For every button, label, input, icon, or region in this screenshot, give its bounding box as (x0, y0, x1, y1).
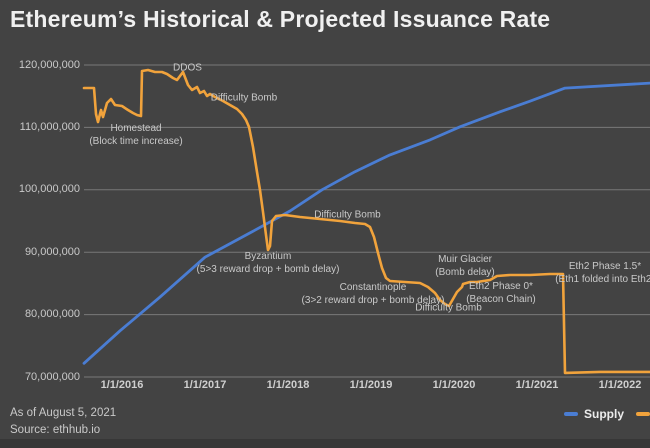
legend-swatch (636, 412, 650, 416)
x-tick-label: 1/1/2016 (100, 379, 144, 391)
event-annotation: DDOS (173, 62, 202, 74)
x-tick-label: 1/1/2017 (183, 379, 227, 391)
issuance-line (82, 68, 650, 375)
y-tick-label: 90,000,000 (24, 245, 80, 258)
x-tick-label: 1/1/2021 (515, 379, 559, 391)
bottom-edge-strip (0, 439, 650, 448)
y-tick-label: 120,000,000 (18, 58, 80, 71)
event-annotation: Eth2 Phase 1.5* (Eth1 folded into Eth2) (555, 260, 650, 285)
x-tick-label: 1/1/2018 (266, 379, 310, 391)
x-tick-label: 1/1/2022 (598, 379, 642, 391)
x-tick-label: 1/1/2019 (349, 379, 393, 391)
as-of-date: As of August 5, 2021 (10, 407, 117, 419)
chart-legend: Supply (563, 406, 650, 422)
event-annotation: Difficulty Bomb (415, 302, 482, 314)
event-annotation: Eth2 Phase 0* (Beacon Chain) (466, 281, 536, 306)
event-annotation: Homestead (Block time increase) (89, 123, 183, 147)
legend-swatch (563, 412, 578, 416)
source-credit: Source: ethhub.io (10, 423, 101, 436)
y-tick-label: 80,000,000 (24, 308, 80, 321)
y-tick-label: 70,000,000 (24, 370, 80, 383)
legend-entry (636, 412, 650, 416)
chart-footnote: As of August 5, 2021 Source: ethhub.io (10, 405, 116, 438)
supply-line (82, 81, 650, 365)
page-title: Ethereum’s Historical & Projected Issuan… (10, 6, 551, 32)
event-annotation: Difficulty Bomb (314, 209, 381, 221)
y-tick-label: 110,000,000 (19, 120, 80, 133)
event-annotation: Byzantium (5>3 reward drop + bomb delay) (196, 250, 340, 275)
x-tick-label: 1/1/2020 (432, 379, 476, 391)
event-annotation: Muir Glacier (Bomb delay) (435, 253, 495, 278)
legend-label: Supply (583, 407, 624, 421)
event-annotation: Difficulty Bomb (210, 92, 278, 103)
event-annotation: Constantinople (3>2 reward drop + bomb de… (301, 281, 445, 306)
y-tick-label: 100,000,000 (18, 183, 80, 196)
legend-entry: Supply (563, 407, 630, 421)
